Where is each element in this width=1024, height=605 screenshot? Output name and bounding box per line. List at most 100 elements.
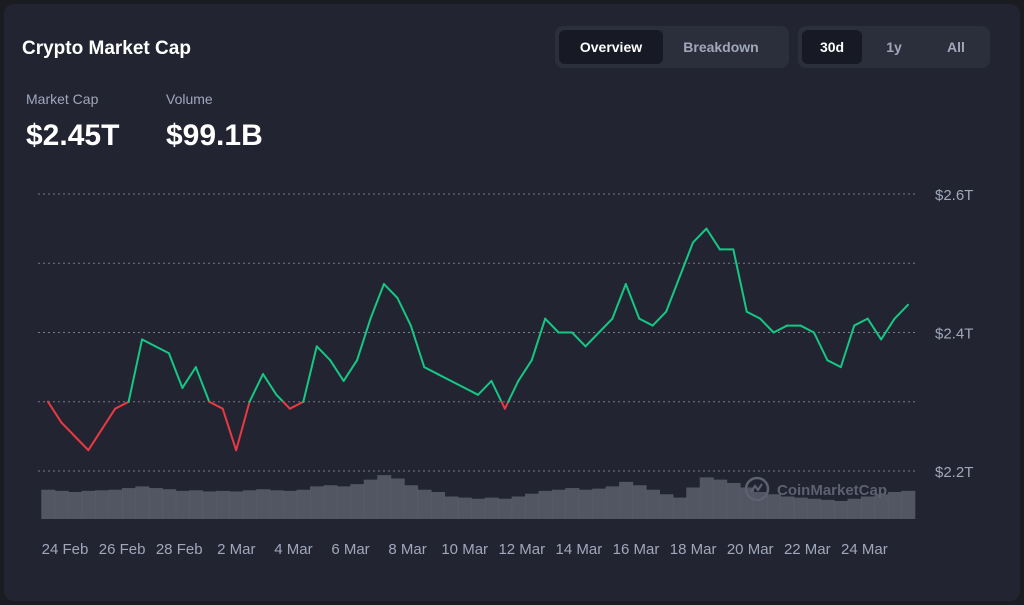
range-30d-button[interactable]: 30d xyxy=(802,30,862,64)
y-tick-label: $2.2T xyxy=(935,464,973,481)
volume-bar xyxy=(296,489,311,519)
volume-bar xyxy=(820,499,835,519)
tab-breakdown[interactable]: Breakdown xyxy=(683,39,759,55)
volume-bar xyxy=(148,488,163,519)
volume-value: $99.1B xyxy=(166,119,263,152)
x-tick-label: 6 Mar xyxy=(331,541,369,558)
price-segment-down xyxy=(100,407,117,431)
volume-bar xyxy=(605,486,620,519)
volume-bars xyxy=(41,475,916,519)
price-segment-up xyxy=(167,352,184,389)
price-segment-up xyxy=(624,283,641,320)
volume-bar xyxy=(457,497,472,519)
volume-bar xyxy=(874,494,889,519)
volume-bar xyxy=(901,490,916,519)
price-segment-up xyxy=(571,331,587,348)
x-axis-labels: 24 Feb 26 Feb 28 Feb 2 Mar 4 Mar 6 Mar 8 Mar 10… xyxy=(42,541,888,558)
volume-bar xyxy=(686,487,701,519)
price-segment-up xyxy=(302,345,318,403)
volume-bar xyxy=(847,498,862,519)
price-segment-up xyxy=(423,366,439,376)
volume-bar xyxy=(834,501,849,519)
volume-bar xyxy=(619,481,634,519)
price-segment-up xyxy=(799,324,815,334)
volume-bar xyxy=(780,496,795,519)
volume-bar xyxy=(699,477,714,519)
volume-bar xyxy=(565,488,580,519)
volume-bar xyxy=(54,490,69,519)
volume-bar xyxy=(632,485,647,519)
tab-overview[interactable]: Overview xyxy=(559,30,663,64)
volume-bar xyxy=(538,490,553,519)
price-segment-down xyxy=(60,421,76,438)
price-segment-up xyxy=(490,379,503,403)
volume-bar xyxy=(578,489,593,519)
x-tick-label: 18 Mar xyxy=(670,541,717,558)
price-segment-up xyxy=(597,317,614,334)
price-segment-up xyxy=(154,345,170,355)
range-toggle: 30d 1y All xyxy=(798,26,990,68)
price-segment-up xyxy=(248,373,264,403)
price-line xyxy=(47,227,909,452)
x-tick-label: 12 Mar xyxy=(498,541,545,558)
volume-bar xyxy=(189,490,204,519)
price-segment-up xyxy=(396,296,412,327)
volume-bar xyxy=(498,498,513,519)
price-segment-down xyxy=(503,400,510,410)
y-tick-label: $2.6T xyxy=(935,187,973,204)
price-segment-up xyxy=(678,241,694,279)
volume-bar xyxy=(269,490,284,519)
volume-bar xyxy=(41,489,56,519)
price-segment-up xyxy=(651,310,668,327)
volume-bar xyxy=(108,489,123,519)
volume-bar xyxy=(336,486,351,519)
volume-bar xyxy=(592,488,607,519)
price-segment-up xyxy=(275,393,285,403)
volume-bar xyxy=(645,489,661,519)
price-segment-up xyxy=(194,366,211,403)
price-segment-down xyxy=(87,428,103,452)
price-segment-down xyxy=(208,400,224,410)
price-segment-down xyxy=(282,400,291,410)
volume-bar xyxy=(807,498,822,519)
page-title: Crypto Market Cap xyxy=(22,38,191,59)
price-segment-down xyxy=(114,400,130,410)
volume-bar xyxy=(484,497,499,519)
price-segment-down xyxy=(47,400,63,424)
price-segment-down xyxy=(235,400,251,452)
price-segment-up xyxy=(772,324,789,334)
volume-bar xyxy=(283,490,298,519)
price-segment-up xyxy=(409,324,426,369)
price-segment-up xyxy=(141,338,157,348)
volume-bar xyxy=(162,489,177,519)
range-1y-button[interactable]: 1y xyxy=(886,39,902,55)
price-segment-up xyxy=(638,317,654,327)
price-segment-up xyxy=(315,345,332,362)
price-segment-up xyxy=(329,359,345,382)
price-segment-up xyxy=(853,317,869,327)
x-tick-label: 8 Mar xyxy=(388,541,426,558)
volume-label: Volume xyxy=(166,91,213,107)
price-segment-up xyxy=(369,283,385,320)
range-all-button[interactable]: All xyxy=(947,39,965,55)
price-segment-up xyxy=(665,276,681,313)
volume-bar xyxy=(471,498,486,519)
volume-bar xyxy=(430,492,446,519)
x-tick-label: 24 Mar xyxy=(841,541,888,558)
price-segment-up xyxy=(517,359,533,382)
price-segment-up xyxy=(893,303,909,320)
price-segment-up xyxy=(342,359,359,382)
price-segment-up xyxy=(839,324,856,369)
volume-bar xyxy=(81,490,96,519)
price-segment-up xyxy=(812,331,829,362)
volume-bar xyxy=(713,479,728,519)
price-segment-up xyxy=(507,379,520,403)
volume-bar xyxy=(860,496,876,519)
price-segment-up xyxy=(463,386,479,396)
y-tick-label: $2.4T xyxy=(935,326,973,343)
price-segment-up xyxy=(611,283,627,320)
price-segment-up xyxy=(692,227,708,244)
price-segment-up xyxy=(584,331,600,348)
x-tick-label: 22 Mar xyxy=(784,541,831,558)
